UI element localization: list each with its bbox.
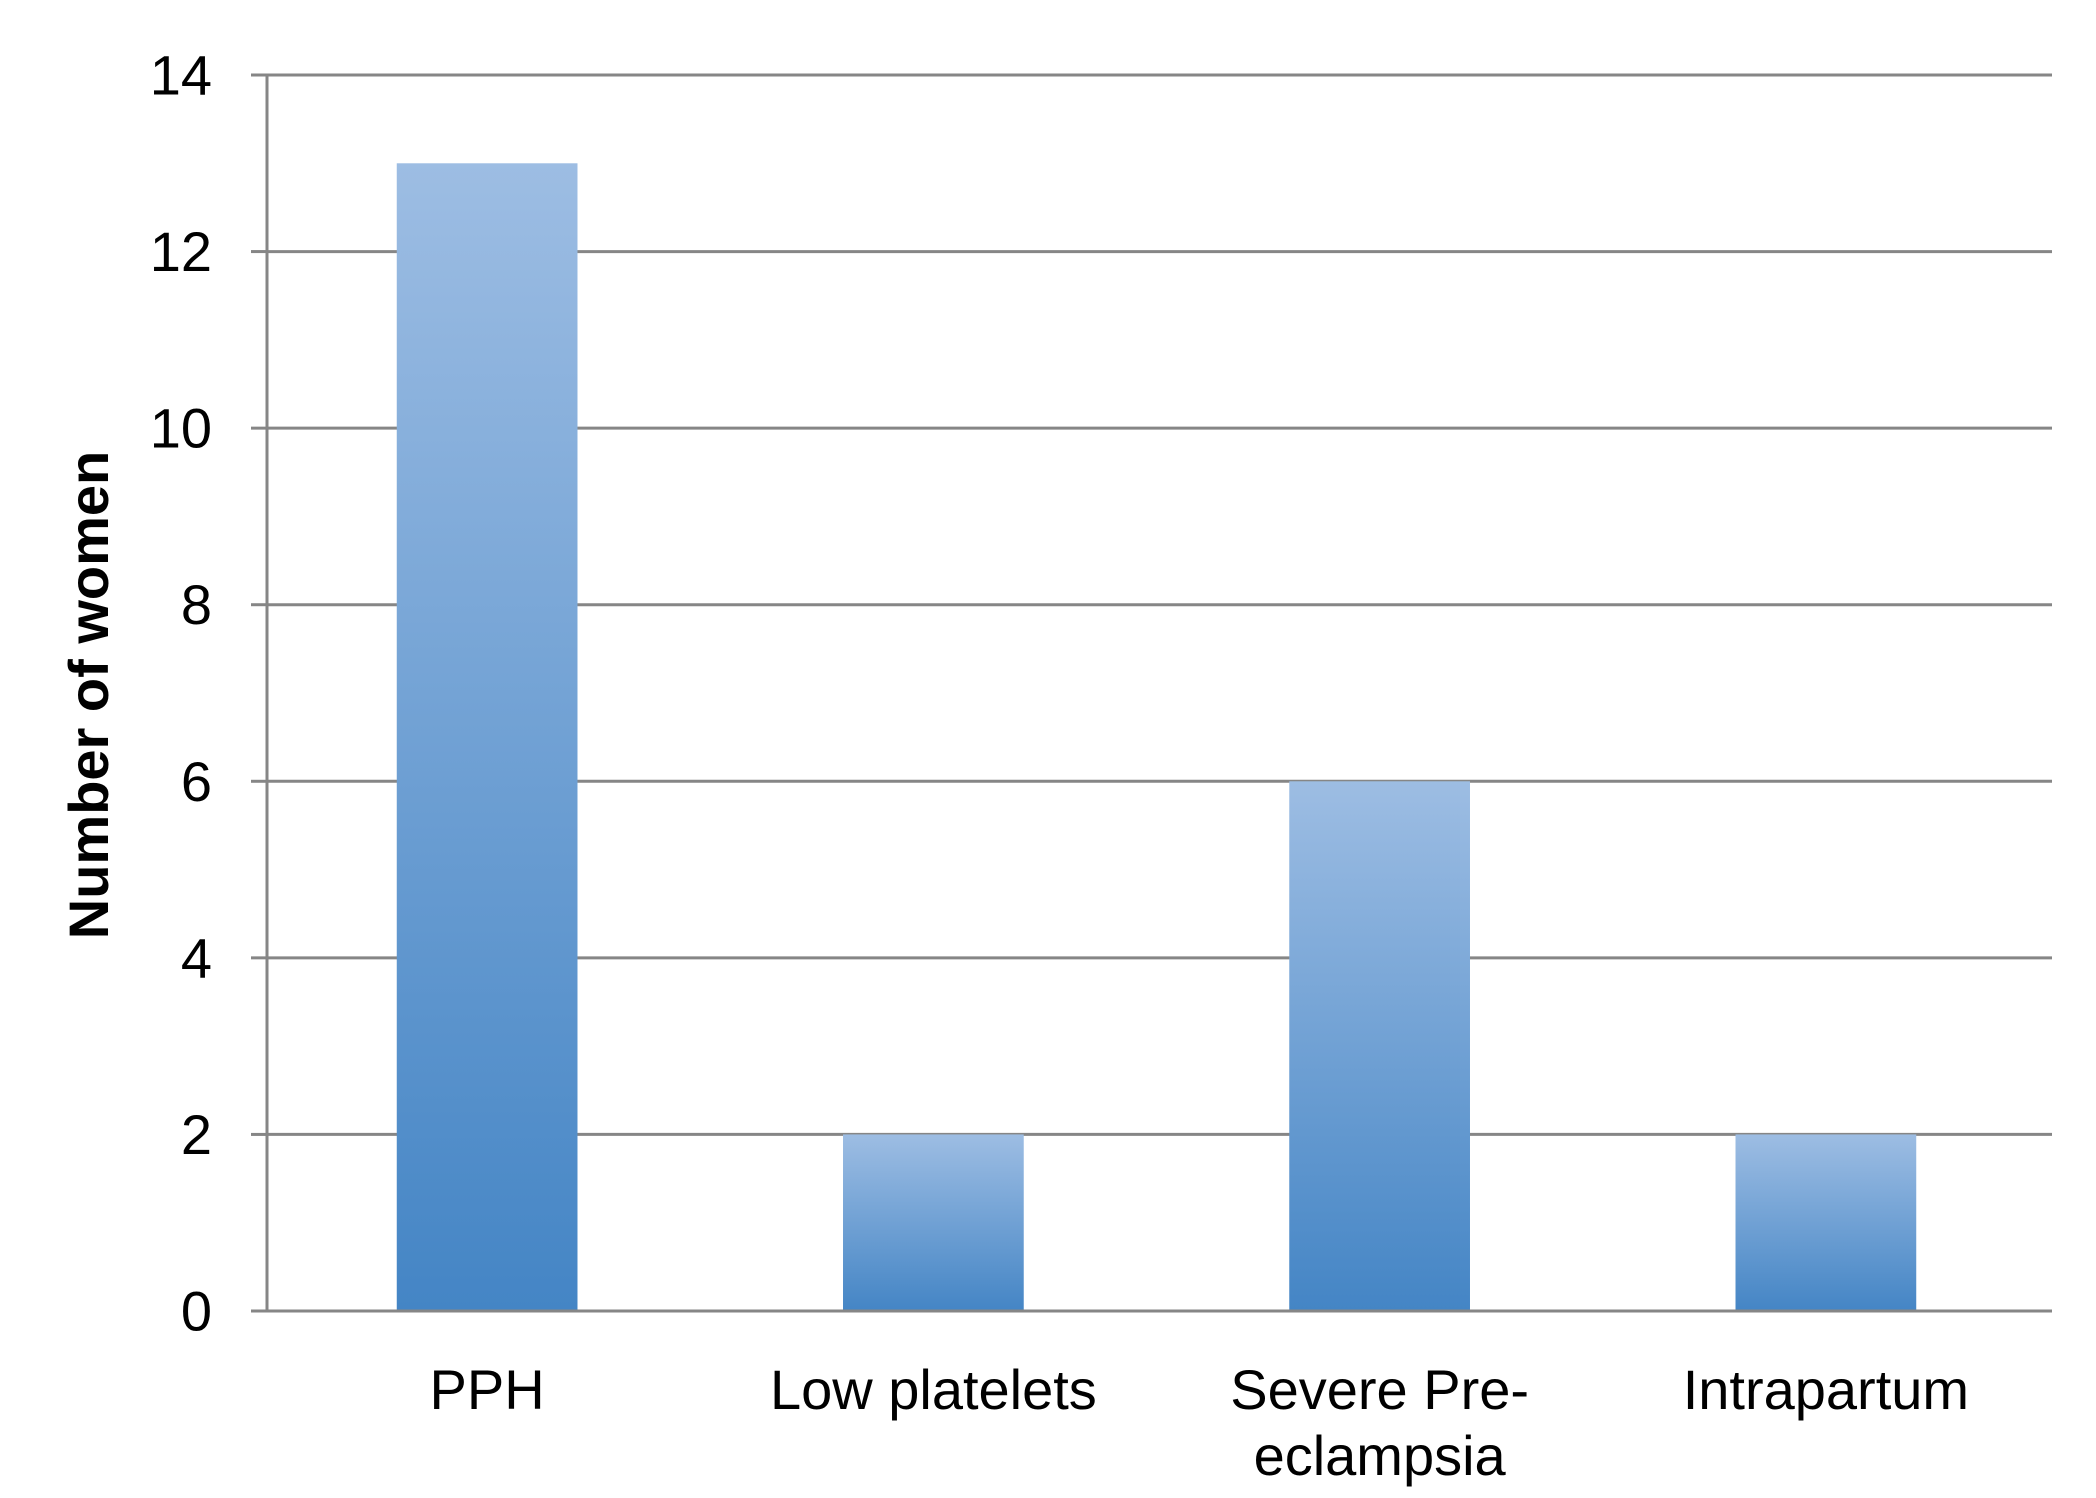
bar-low-platelets bbox=[843, 1134, 1024, 1311]
x-category-label: Low platelets bbox=[770, 1358, 1097, 1421]
y-tick-label: 12 bbox=[150, 220, 212, 283]
bar-intrapartum bbox=[1735, 1134, 1917, 1311]
x-category-label: PPH bbox=[430, 1358, 545, 1421]
axes bbox=[251, 73, 2052, 1313]
x-category-label: Severe Pre-eclampsia bbox=[1230, 1358, 1529, 1487]
labels: 0 2 4 6 8 10 12 14 PPH Low platelets Severe Pre-ec… bbox=[150, 44, 1969, 1488]
bars bbox=[396, 163, 1917, 1311]
bar-severe-pre-eclampsia bbox=[1289, 781, 1470, 1311]
y-tick-label: 10 bbox=[150, 397, 212, 460]
x-category-label: Intrapartum bbox=[1683, 1358, 1969, 1421]
y-tick-label: 4 bbox=[181, 926, 212, 989]
y-tick-label: 6 bbox=[181, 750, 212, 813]
y-tick-label: 14 bbox=[150, 44, 212, 107]
bar-pph bbox=[396, 163, 578, 1311]
y-tick-label: 8 bbox=[181, 573, 212, 636]
y-tick-label: 2 bbox=[181, 1103, 212, 1166]
y-tick-label: 0 bbox=[181, 1280, 212, 1343]
y-axis-title: Number of women bbox=[57, 451, 120, 939]
